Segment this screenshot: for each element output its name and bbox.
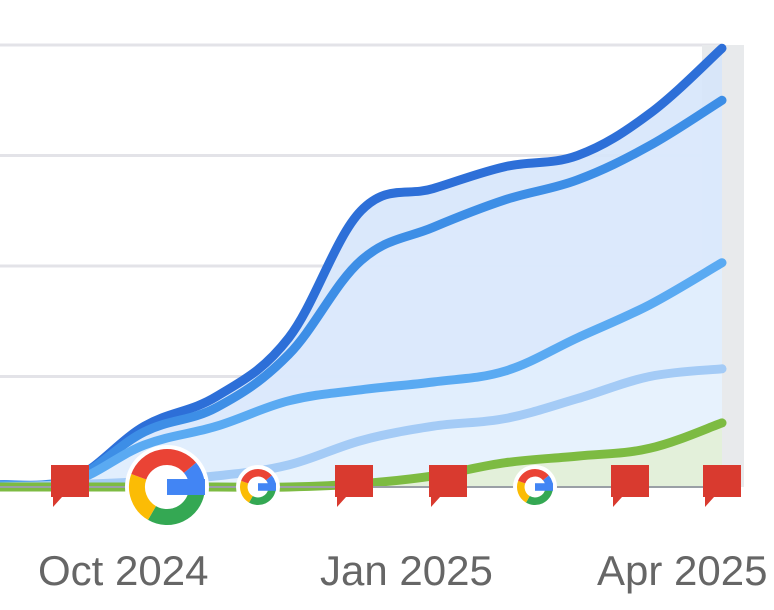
series-line-2: [0, 95, 727, 490]
series-areas: [0, 48, 722, 488]
red-flag-icon[interactable]: [51, 465, 89, 507]
red-flag-icon[interactable]: [429, 465, 467, 507]
series-line-3: [0, 258, 727, 491]
x-tick-label: Jan 2025: [320, 547, 493, 594]
google-logo-icon[interactable]: [513, 465, 557, 509]
event-markers: [51, 445, 741, 529]
google-logo-icon[interactable]: [125, 445, 209, 529]
red-flag-icon[interactable]: [611, 465, 649, 507]
red-flag-icon[interactable]: [335, 465, 373, 507]
x-axis-ticks: Oct 2024 Jan 2025 Apr 2025: [38, 547, 767, 594]
x-tick-label: Apr 2025: [597, 547, 767, 594]
x-tick-label: Oct 2024: [38, 547, 208, 594]
red-flag-icon[interactable]: [703, 465, 741, 507]
google-logo-icon[interactable]: [236, 465, 280, 509]
